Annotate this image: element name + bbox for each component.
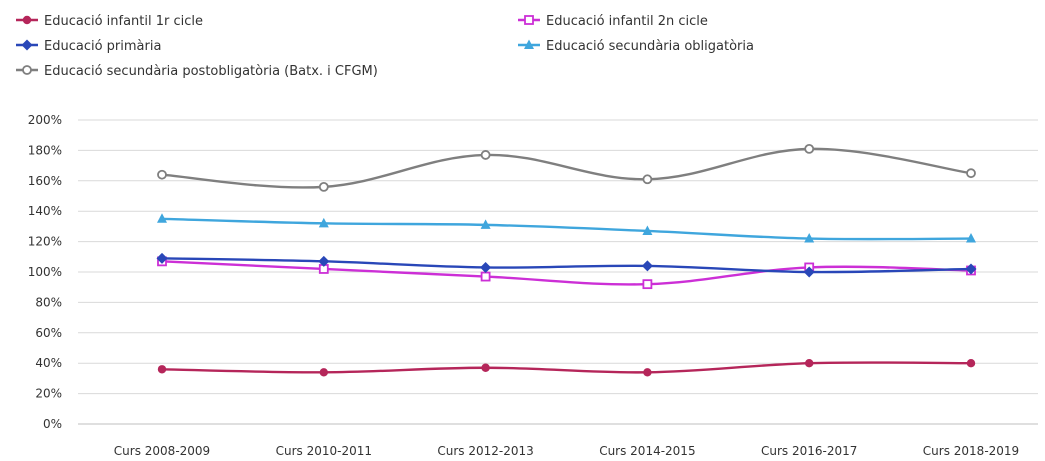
- data-point: [641, 260, 653, 272]
- series-line: [161, 260, 972, 286]
- data-point: [966, 233, 976, 243]
- data-point: [642, 225, 653, 235]
- legend-entry: Educació secundària postobligatòria (Bat…: [16, 64, 378, 79]
- data-point: [804, 233, 815, 243]
- x-tick-label: Curs 2014-2015: [599, 444, 695, 458]
- legend-entry: Educació primària: [16, 39, 161, 54]
- data-point: [318, 181, 329, 192]
- legend-label: Educació secundària postobligatòria (Bat…: [44, 64, 378, 79]
- data-point: [157, 365, 167, 374]
- data-point: [966, 168, 976, 179]
- legend-label: Educació primària: [44, 39, 161, 54]
- x-tick-label: Curs 2012-2013: [437, 444, 533, 458]
- data-point: [480, 219, 491, 229]
- legend-marker: [22, 15, 32, 25]
- data-point: [965, 263, 977, 275]
- y-tick-label: 200%: [28, 113, 62, 127]
- y-tick-label: 120%: [28, 235, 62, 249]
- legend-entry: Educació secundària obligatòria: [518, 39, 754, 54]
- data-point: [804, 143, 815, 154]
- legend-marker: [524, 39, 534, 49]
- series-0: [157, 359, 976, 377]
- y-tick-label: 20%: [35, 387, 62, 401]
- x-tick-label: Curs 2008-2009: [114, 444, 210, 458]
- data-point: [966, 359, 976, 368]
- series-3: [157, 213, 976, 243]
- series-line: [161, 361, 972, 374]
- series-2: [156, 252, 977, 278]
- legend-label: Educació infantil 1r cicle: [44, 14, 203, 29]
- y-tick-label: 0%: [43, 417, 62, 431]
- x-axis-ticks: Curs 2008-2009 Curs 2010-2011 Curs 2012-20…: [114, 444, 1019, 458]
- data-point: [480, 271, 491, 282]
- series-line: [161, 217, 972, 241]
- x-tick-label: Curs 2016-2017: [761, 444, 857, 458]
- data-point: [642, 174, 653, 185]
- legend-label: Educació secundària obligatòria: [546, 39, 754, 54]
- data-point: [642, 279, 653, 290]
- x-tick-label: Curs 2010-2011: [276, 444, 372, 458]
- data-point: [157, 213, 167, 223]
- data-point: [480, 261, 492, 273]
- y-tick-label: 140%: [28, 204, 62, 218]
- data-point: [643, 368, 652, 377]
- y-tick-label: 160%: [28, 174, 62, 188]
- data-point: [157, 169, 167, 180]
- y-tick-label: 80%: [35, 295, 62, 309]
- legend-label: Educació infantil 2n cicle: [546, 14, 708, 29]
- data-point: [481, 363, 490, 372]
- legend: Educació infantil 1r cicle Educació infan…: [16, 14, 754, 79]
- legend-entry: Educació infantil 1r cicle: [16, 14, 203, 29]
- x-tick-label: Curs 2018-2019: [923, 444, 1019, 458]
- series-line: [161, 147, 972, 189]
- series-line: [161, 257, 972, 274]
- y-tick-label: 40%: [35, 356, 62, 370]
- grid-lines: [78, 119, 1038, 425]
- legend-marker: [22, 65, 32, 75]
- data-point: [318, 255, 330, 267]
- y-tick-label: 100%: [28, 265, 62, 279]
- data-point: [803, 266, 815, 278]
- data-point: [318, 217, 329, 228]
- series-4: [157, 143, 976, 192]
- legend-marker: [524, 15, 534, 25]
- y-tick-label: 180%: [28, 143, 62, 157]
- data-point: [480, 150, 491, 160]
- y-axis-ticks: 0% 20% 40% 60% 80% 100% 120% 140% 160% 180% 200%: [28, 113, 62, 431]
- data-point: [156, 252, 168, 264]
- y-tick-label: 60%: [35, 326, 62, 340]
- data-point: [805, 359, 814, 368]
- series-lines: [156, 143, 977, 377]
- legend-entry: Educació infantil 2n cicle: [518, 14, 708, 29]
- data-point: [319, 368, 328, 377]
- legend-marker: [21, 39, 33, 51]
